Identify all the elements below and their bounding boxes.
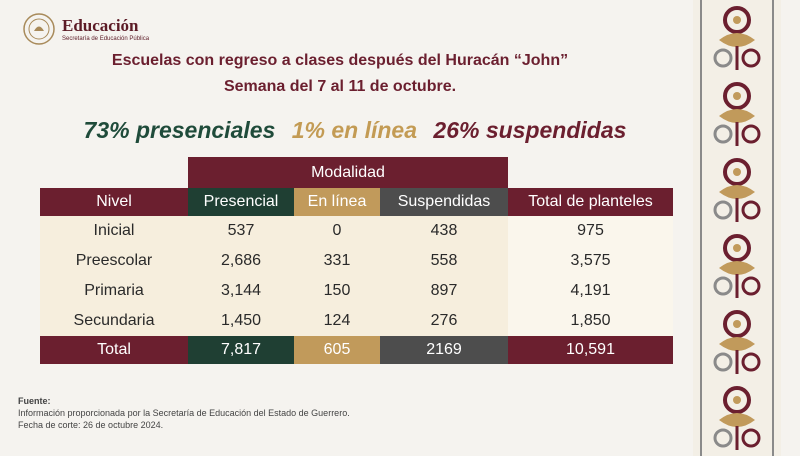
total-label: Total (40, 336, 188, 364)
header-suspendidas: Suspendidas (380, 188, 508, 216)
summary-line: 73% presenciales 1% en línea 26% suspend… (0, 117, 710, 144)
page-subtitle: Semana del 7 al 11 de octubre. (223, 78, 457, 95)
cell-suspendidas: 897 (380, 276, 508, 306)
schools-table: Modalidad Nivel Presencial En línea Susp… (40, 157, 673, 364)
summary-suspendidas: 26% suspendidas (433, 117, 627, 143)
table-row: Secundaria 1,450 124 276 1,850 (40, 306, 673, 336)
cell-en-linea: 124 (294, 306, 380, 336)
cell-presencial: 3,144 (188, 276, 294, 306)
total-planteles: 10,591 (508, 336, 673, 364)
total-suspendidas: 2169 (380, 336, 508, 364)
total-en-linea: 605 (294, 336, 380, 364)
table-row: Primaria 3,144 150 897 4,191 (40, 276, 673, 306)
source-label: Fuente: (18, 396, 51, 406)
logo-title: Educación (62, 16, 139, 35)
header-row: Nivel Presencial En línea Suspendidas To… (40, 188, 673, 216)
decorative-border (693, 0, 781, 456)
summary-presencial: 73% presenciales (83, 117, 276, 143)
cell-en-linea: 150 (294, 276, 380, 306)
cell-presencial: 537 (188, 216, 294, 246)
cell-en-linea: 0 (294, 216, 380, 246)
total-presencial: 7,817 (188, 336, 294, 364)
table-row: Preescolar 2,686 331 558 3,575 (40, 246, 673, 276)
cell-presencial: 2,686 (188, 246, 294, 276)
source-note: Fuente: Información proporcionada por la… (18, 395, 350, 431)
modalidad-header: Modalidad (188, 157, 508, 188)
cell-total: 4,191 (508, 276, 673, 306)
summary-en-linea: 1% en línea (291, 117, 418, 143)
cell-nivel: Inicial (40, 216, 188, 246)
table-row: Inicial 537 0 438 975 (40, 216, 673, 246)
logo: Educación Secretaría de Educación Públic… (22, 12, 149, 46)
cell-presencial: 1,450 (188, 306, 294, 336)
total-row: Total 7,817 605 2169 10,591 (40, 336, 673, 364)
cell-total: 975 (508, 216, 673, 246)
header-en-linea: En línea (294, 188, 380, 216)
cell-en-linea: 331 (294, 246, 380, 276)
cell-nivel: Primaria (40, 276, 188, 306)
cell-suspendidas: 276 (380, 306, 508, 336)
cell-suspendidas: 558 (380, 246, 508, 276)
header-total: Total de planteles (508, 188, 673, 216)
header-presencial: Presencial (188, 188, 294, 216)
source-line-2: Fecha de corte: 26 de octubre 2024. (18, 420, 164, 430)
floral-pattern-icon (693, 0, 781, 456)
national-seal-icon (23, 13, 55, 45)
cell-total: 3,575 (508, 246, 673, 276)
source-line-1: Información proporcionada por la Secreta… (18, 408, 350, 418)
cell-nivel: Secundaria (40, 306, 188, 336)
cell-suspendidas: 438 (380, 216, 508, 246)
header-nivel: Nivel (40, 188, 188, 216)
cell-nivel: Preescolar (40, 246, 188, 276)
logo-subtitle: Secretaría de Educación Pública (62, 36, 150, 42)
page-title: Escuelas con regreso a clases después de… (111, 52, 569, 69)
cell-total: 1,850 (508, 306, 673, 336)
